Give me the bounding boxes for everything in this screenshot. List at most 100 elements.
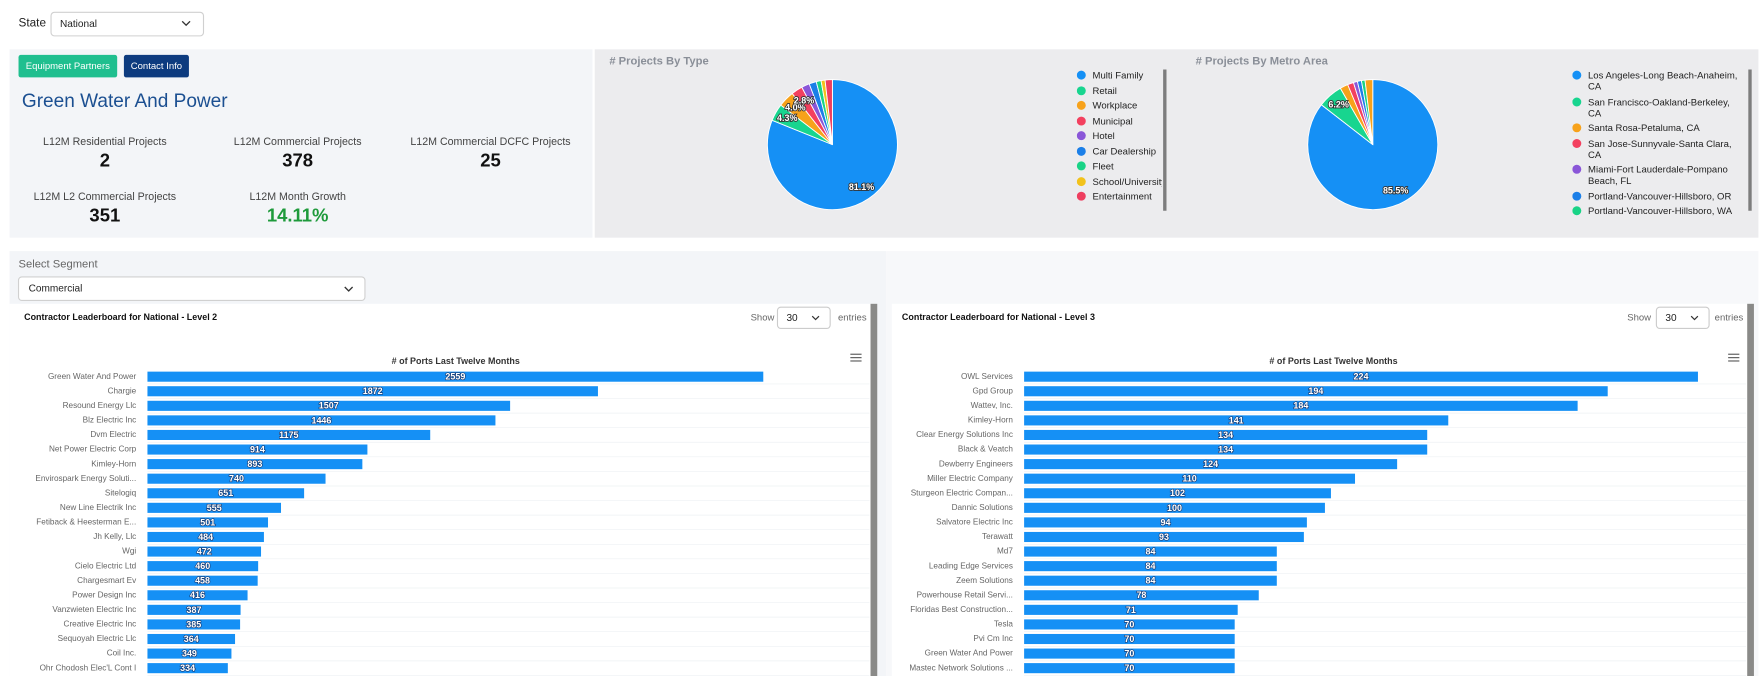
legend: Multi Family Retail Workplace Municipal Hote… <box>1076 70 1162 202</box>
summary-panel <box>9 49 593 238</box>
bar <box>1024 531 1304 543</box>
scrollbar[interactable] <box>1747 303 1754 676</box>
bar-value-label: 914 <box>250 444 265 454</box>
entries-label: entries <box>838 312 867 323</box>
bar-value-label: 740 <box>229 474 244 484</box>
contact-button[interactable] <box>123 54 189 78</box>
legend-item[interactable]: Multi Family <box>1076 70 1162 81</box>
state-label: State <box>19 17 47 30</box>
pie-label: 2.8% <box>794 95 814 105</box>
category-label: Md7 <box>997 547 1013 556</box>
contact-button-text: Contact Info <box>131 61 182 72</box>
page-size-select[interactable] <box>1655 306 1710 330</box>
equipment-button[interactable] <box>18 54 118 78</box>
legend-list: Los Angeles-Long Beach-Anaheim, CA San Fr… <box>1572 70 1740 219</box>
legend-item[interactable]: Hotel <box>1076 130 1162 141</box>
bar <box>147 444 368 455</box>
category-label: Chargie <box>108 386 137 395</box>
pie-label: 4.3% <box>777 113 797 123</box>
kpi-label: L12M Month Growth <box>249 191 345 203</box>
bar-value-label: 2559 <box>445 372 465 382</box>
category-label: Resound Energy Llc <box>63 401 137 410</box>
bar <box>147 517 269 528</box>
state-select[interactable] <box>50 11 205 37</box>
category-label: Ohr Chodosh Elec'L Cont I <box>40 663 137 672</box>
legend-item[interactable]: School/University <box>1076 175 1162 187</box>
legend-item[interactable]: Santa Rosa-Petaluma, CA <box>1572 122 1740 133</box>
bar <box>147 502 282 513</box>
legend-item[interactable]: Fleet <box>1076 160 1162 172</box>
legend-text: San Francisco-Oakland-Berkeley, CA <box>1588 95 1730 119</box>
bar-value-label: 70 <box>1124 663 1134 673</box>
bar-value-label: 416 <box>190 590 205 600</box>
scrollbar[interactable] <box>870 303 878 676</box>
pie-label: 81.1% <box>849 182 874 192</box>
bar <box>147 488 305 499</box>
chevron <box>344 286 354 292</box>
bar <box>1024 429 1428 441</box>
legend-item[interactable]: Los Angeles-Long Beach-Anaheim, CA <box>1572 70 1740 92</box>
bar-value-label: 124 <box>1203 459 1218 469</box>
kpi-value: 378 <box>282 149 313 170</box>
legend-item[interactable]: San Jose-Sunnyvale-Santa Clara, CA <box>1572 137 1740 160</box>
bar <box>1024 590 1259 601</box>
bar-value-label: 134 <box>1218 430 1233 440</box>
state-value: National <box>60 19 97 30</box>
category-label: Gpd Group <box>972 386 1013 395</box>
bar-value-label: 94 <box>1161 517 1171 527</box>
legend-item[interactable]: Entertainment <box>1076 191 1162 202</box>
legend-item[interactable]: Miami-Fort Lauderdale-Pompano Beach, FL <box>1572 164 1740 186</box>
legend-text: Fleet <box>1092 160 1114 172</box>
kpi-value: 2 <box>100 149 110 170</box>
legend-item[interactable]: Portland-Vancouver-Hillsboro, WA <box>1572 205 1740 216</box>
category-label: Dannic Solutions <box>952 503 1013 512</box>
legend-text: Workplace <box>1092 99 1138 111</box>
legend-item[interactable]: Portland-Vancouver-Hillsboro, OR <box>1572 190 1740 201</box>
category-label: Cielo Electric Ltd <box>75 561 137 570</box>
bar <box>147 619 241 630</box>
category-label: Salvatore Electric Inc <box>936 518 1013 527</box>
bar <box>1024 575 1277 586</box>
kpi-value: 351 <box>89 204 120 225</box>
kpi-value: 25 <box>480 149 501 170</box>
bar-value-label: 194 <box>1308 386 1323 396</box>
bar <box>147 415 496 426</box>
page-size-value: 30 <box>786 313 798 324</box>
bar-value-label: 78 <box>1136 590 1146 600</box>
legend-scrollbar <box>1748 69 1752 211</box>
pie-label: 4.0% <box>785 102 805 112</box>
category-label: Black & Veatch <box>958 445 1013 454</box>
bar-value-label: 141 <box>1229 415 1244 425</box>
pie-slice <box>824 79 833 145</box>
category-label: Creative Electric Inc <box>64 620 137 629</box>
bar-value-label: 387 <box>187 605 202 615</box>
page-size-select[interactable] <box>776 306 831 330</box>
chart-title: # Projects By Type <box>609 56 708 68</box>
legend-item[interactable]: Municipal <box>1076 115 1162 126</box>
legend-item[interactable]: San Francisco-Oakland-Berkeley, CA <box>1572 96 1740 118</box>
category-label: Vanzwieten Electric Inc <box>52 605 136 614</box>
chevron <box>811 315 820 321</box>
bar <box>1024 488 1331 499</box>
bar-value-label: 100 <box>1167 503 1182 513</box>
show-label: Show <box>1627 312 1651 323</box>
legend-item[interactable]: Retail <box>1076 85 1162 96</box>
bar <box>1024 633 1235 645</box>
bar <box>147 633 236 645</box>
legend-marker <box>1572 123 1582 133</box>
bar <box>1024 371 1698 382</box>
category-label: Pvi Cm Inc <box>973 634 1013 643</box>
bar <box>1024 663 1235 674</box>
bar-value-label: 84 <box>1145 561 1155 571</box>
bar <box>147 604 241 615</box>
legend-item[interactable]: Workplace <box>1076 99 1162 111</box>
bar-value-label: 1446 <box>311 415 331 425</box>
segment-select[interactable] <box>17 276 366 302</box>
entries-label: entries <box>1715 312 1744 323</box>
bar <box>147 648 232 659</box>
bar <box>1024 459 1398 470</box>
bar-value-label: 1175 <box>279 430 298 440</box>
legend-item[interactable]: Car Dealership <box>1076 145 1162 156</box>
